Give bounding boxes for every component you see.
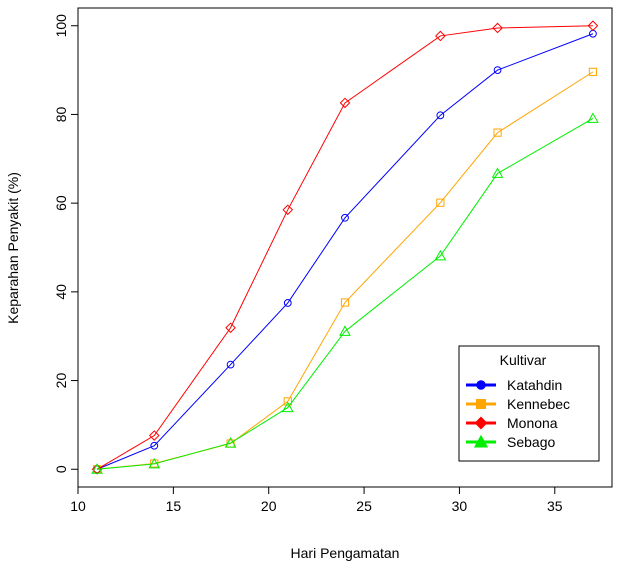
y-tick-label: 40 bbox=[53, 284, 69, 300]
legend-item-kennebec: Kennebec bbox=[466, 396, 570, 412]
series-line bbox=[96, 25, 593, 470]
x-tick-label: 35 bbox=[547, 498, 563, 514]
data-point-diamond bbox=[282, 204, 294, 216]
data-point-diamond bbox=[587, 20, 599, 32]
x-tick-label: 30 bbox=[452, 498, 468, 514]
data-point-circle bbox=[493, 66, 502, 74]
series-sebago bbox=[91, 112, 599, 474]
data-point-square bbox=[283, 397, 292, 406]
y-tick-label: 60 bbox=[53, 195, 69, 211]
data-point-square bbox=[436, 198, 445, 207]
x-axis-label: Hari Pengamatan bbox=[291, 545, 400, 561]
legend-label: Kennebec bbox=[507, 396, 570, 412]
series-line bbox=[96, 33, 594, 470]
legend-items: Katahdin Kennebec Monona Sebago bbox=[466, 377, 570, 450]
data-point-circle bbox=[436, 111, 445, 120]
legend-item-katahdin: Katahdin bbox=[466, 377, 562, 393]
legend-label: Sebago bbox=[507, 434, 555, 450]
y-axis: 0 20 40 60 80 100 bbox=[53, 14, 78, 473]
x-tick-label: 15 bbox=[166, 498, 182, 514]
legend-title: Kultivar bbox=[500, 352, 547, 368]
y-axis-label: Keparahan Penyakit (%) bbox=[5, 172, 21, 324]
data-point-triangle bbox=[473, 434, 489, 448]
data-point-triangle bbox=[91, 463, 103, 474]
y-tick-label: 0 bbox=[53, 465, 69, 473]
legend-item-sebago: Sebago bbox=[466, 434, 555, 450]
data-point-triangle bbox=[224, 437, 237, 448]
data-point-triangle bbox=[587, 112, 599, 123]
data-point-diamond bbox=[225, 322, 236, 334]
data-point-triangle bbox=[339, 325, 351, 336]
y-tick-label: 100 bbox=[53, 14, 69, 38]
legend: Kultivar Katahdin Kennebec Monona Sebago bbox=[458, 345, 600, 462]
data-point-triangle bbox=[148, 457, 161, 469]
data-point-diamond bbox=[435, 30, 446, 42]
x-tick-label: 10 bbox=[70, 498, 86, 514]
data-point-circle bbox=[150, 441, 159, 450]
legend-label: Katahdin bbox=[507, 377, 562, 393]
data-point-square bbox=[340, 298, 350, 307]
series-line bbox=[97, 118, 594, 470]
plot-frame bbox=[77, 7, 613, 488]
x-tick-label: 20 bbox=[261, 498, 277, 514]
data-point-diamond bbox=[148, 430, 160, 441]
legend-label: Monona bbox=[507, 415, 558, 431]
data-point-circle bbox=[226, 360, 235, 369]
x-tick-label: 25 bbox=[356, 498, 372, 514]
y-tick-label: 20 bbox=[53, 373, 69, 389]
series-monona bbox=[91, 20, 599, 475]
data-point-diamond bbox=[91, 463, 103, 475]
data-point-diamond bbox=[339, 97, 351, 109]
data-point-circle bbox=[476, 380, 486, 390]
data-point-triangle bbox=[491, 167, 504, 178]
data-point-square bbox=[493, 128, 502, 137]
data-point-square bbox=[476, 399, 486, 409]
series-layer bbox=[91, 20, 599, 475]
data-point-diamond bbox=[474, 416, 488, 430]
data-point-square bbox=[588, 67, 598, 76]
data-point-triangle bbox=[281, 401, 294, 413]
data-point-diamond bbox=[492, 22, 503, 34]
y-tick-label: 80 bbox=[53, 106, 69, 122]
data-point-circle bbox=[283, 299, 292, 307]
data-point-triangle bbox=[434, 249, 447, 261]
x-axis: 10 15 20 25 30 35 bbox=[70, 487, 563, 514]
data-point-circle bbox=[341, 213, 349, 222]
legend-item-monona: Monona bbox=[466, 415, 558, 431]
